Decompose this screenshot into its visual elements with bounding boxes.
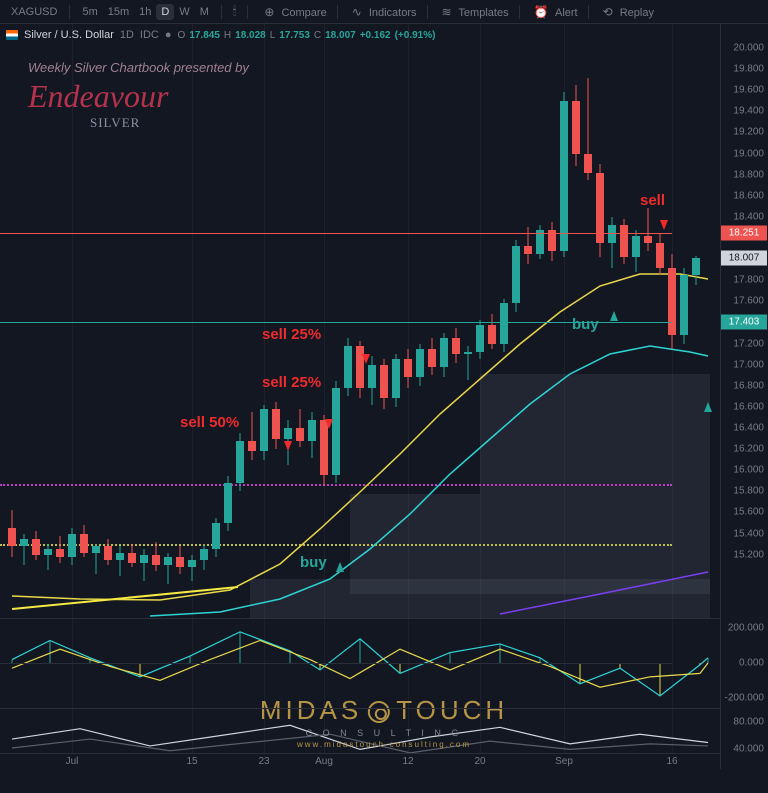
price-tick: 16.200 bbox=[733, 444, 764, 455]
price-tick: 16.400 bbox=[733, 423, 764, 434]
price-tick: 15.400 bbox=[733, 528, 764, 539]
chartbook-caption: Weekly Silver Chartbook presented by bbox=[28, 60, 249, 75]
price-tick: 16.000 bbox=[733, 465, 764, 476]
timeframe-D[interactable]: D bbox=[156, 4, 174, 20]
time-tick: 20 bbox=[474, 756, 485, 767]
arrow-up bbox=[336, 562, 344, 572]
annotation-buy[interactable]: buy bbox=[572, 316, 599, 333]
annotation-sell[interactable]: sell 25% bbox=[262, 326, 321, 343]
flag-icon bbox=[6, 30, 18, 40]
arrow-up bbox=[704, 402, 712, 412]
annotation-sell[interactable]: sell bbox=[640, 192, 665, 209]
price-label: 18.007 bbox=[721, 251, 767, 266]
candle-style-icon[interactable]: 🕯 bbox=[229, 2, 240, 21]
price-tick: 17.800 bbox=[733, 275, 764, 286]
arrow-dn bbox=[284, 441, 292, 451]
arrow-up bbox=[610, 311, 618, 321]
price-label: 18.251 bbox=[721, 225, 767, 240]
tool-indicators[interactable]: ∿ Indicators bbox=[343, 3, 422, 21]
symbol-picker[interactable]: XAGUSD bbox=[6, 4, 62, 20]
price-tick: 16.800 bbox=[733, 380, 764, 391]
tool-compare[interactable]: ⊕ Compare bbox=[255, 3, 331, 21]
price-axis[interactable]: 20.000 19.800 19.600 19.400 19.200 19.000 18.8… bbox=[720, 24, 768, 769]
price-tick: 16.600 bbox=[733, 401, 764, 412]
annotation-sell[interactable]: sell 25% bbox=[262, 374, 321, 391]
annotation-buy[interactable]: buy bbox=[300, 554, 327, 571]
top-toolbar: XAGUSD 5m15m1hDWM 🕯 ⊕ Compare ∿ Indicator… bbox=[0, 0, 768, 24]
exchange-label: IDC bbox=[140, 29, 159, 41]
price-tick: 19.200 bbox=[733, 127, 764, 138]
time-tick: 15 bbox=[186, 756, 197, 767]
price-tick: 15.600 bbox=[733, 507, 764, 518]
time-tick: Aug bbox=[315, 756, 333, 767]
price-tick: 18.600 bbox=[733, 190, 764, 201]
price-tick: 15.200 bbox=[733, 549, 764, 560]
price-tick: 19.600 bbox=[733, 85, 764, 96]
price-tick: 20.000 bbox=[733, 43, 764, 54]
tool-templates[interactable]: ≋ Templates bbox=[433, 3, 514, 21]
price-tick: 19.400 bbox=[733, 106, 764, 117]
ohlc-display: O17.845 H18.028 L17.753 C18.007 +0.162 (… bbox=[178, 30, 436, 41]
tool-alert[interactable]: ⏰ Alert bbox=[525, 3, 583, 21]
price-tick: 15.800 bbox=[733, 486, 764, 497]
price-tick: 19.000 bbox=[733, 148, 764, 159]
osc-tick: 0.000 bbox=[739, 658, 764, 669]
price-tick: 18.800 bbox=[733, 169, 764, 180]
time-tick: Sep bbox=[555, 756, 573, 767]
price-tick: 17.000 bbox=[733, 359, 764, 370]
osc-tick: 40.000 bbox=[733, 744, 764, 755]
annotation-sell[interactable]: sell 50% bbox=[180, 414, 239, 431]
timeframe-W[interactable]: W bbox=[174, 4, 194, 20]
symbol-name: Silver / U.S. Dollar bbox=[24, 29, 114, 41]
price-tick: 17.600 bbox=[733, 296, 764, 307]
timeframe-M[interactable]: M bbox=[195, 4, 214, 20]
horizontal-line[interactable] bbox=[0, 233, 672, 234]
time-tick: 12 bbox=[402, 756, 413, 767]
time-tick: 23 bbox=[258, 756, 269, 767]
price-label: 17.403 bbox=[721, 315, 767, 330]
arrow-dn bbox=[325, 419, 333, 429]
chart-canvas[interactable]: sell 50% sell 25% sell 25% buy buy sell bbox=[0, 24, 720, 769]
time-axis[interactable]: Jul 15 23 Aug 12 20 Sep 16 bbox=[0, 753, 720, 769]
osc-tick: -200.000 bbox=[725, 692, 764, 703]
tool-replay[interactable]: ⟲ Replay bbox=[594, 3, 659, 21]
osc-tick: 80.000 bbox=[733, 716, 764, 727]
price-tick: 18.400 bbox=[733, 211, 764, 222]
timeframe-15m[interactable]: 15m bbox=[103, 4, 134, 20]
resolution-label: 1D bbox=[120, 29, 134, 41]
endeavour-logo: Endeavour SILVER bbox=[28, 78, 168, 131]
arrow-dn bbox=[362, 354, 370, 364]
osc-tick: 200.000 bbox=[728, 623, 764, 634]
price-tick: 17.200 bbox=[733, 338, 764, 349]
timeframe-5m[interactable]: 5m bbox=[77, 4, 102, 20]
arrow-dn bbox=[660, 220, 668, 230]
timeframe-1h[interactable]: 1h bbox=[134, 4, 156, 20]
price-tick: 19.800 bbox=[733, 64, 764, 75]
time-tick: 16 bbox=[666, 756, 677, 767]
midas-logo: MIDASTOUCH C O N S U L T I N G www.midas… bbox=[260, 695, 508, 749]
symbol-header: Silver / U.S. Dollar 1D IDC ● O17.845 H1… bbox=[6, 26, 708, 44]
bullet-icon: ● bbox=[165, 29, 172, 41]
time-tick: Jul bbox=[66, 756, 79, 767]
